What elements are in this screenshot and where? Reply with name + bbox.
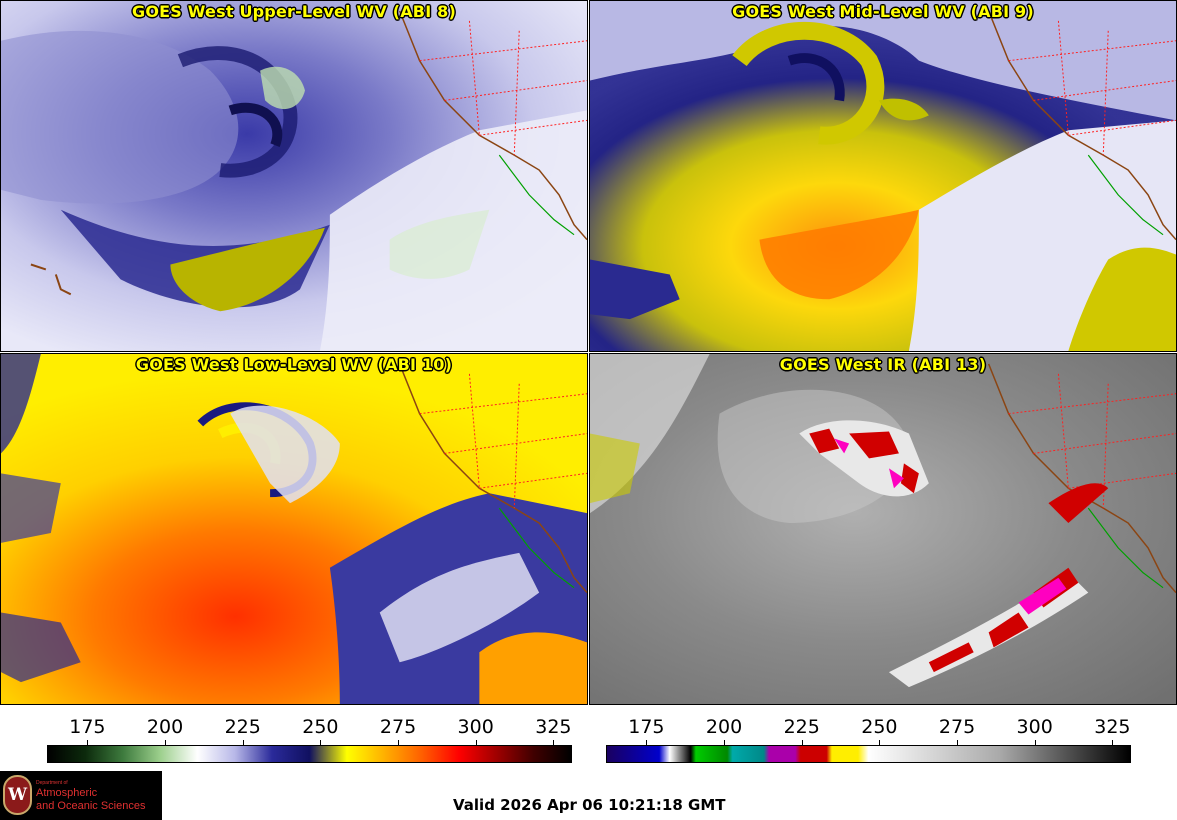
logo-line-2: and Oceanic Sciences — [36, 800, 146, 812]
colorbar-tick-mark — [165, 740, 167, 745]
colorbar-tick-mark — [1112, 740, 1114, 745]
colorbar-tick-mark — [320, 740, 322, 745]
colorbar-tick-mark — [475, 740, 477, 745]
university-seal-icon: W — [3, 775, 32, 815]
aos-logo: W Department of Atmospheric and Oceanic … — [0, 771, 162, 820]
colorbar-tick-mark — [398, 740, 400, 745]
ir-colorbar-gradient — [606, 745, 1131, 763]
colorbar-tick-label: 200 — [705, 716, 743, 738]
colorbar-tick-mark — [801, 740, 803, 745]
colorbar-tick-label: 175 — [628, 716, 665, 738]
panel-low-level-wv: GOES West Low-Level WV (ABI 10) — [0, 353, 588, 705]
colorbar-tick-label: 300 — [1016, 716, 1053, 738]
logo-department: Department of — [36, 780, 68, 786]
ir-colorbar: 175 200 225 250 275 300 325 — [606, 706, 1131, 768]
colorbar-tick-label: 275 — [379, 716, 417, 738]
colorbar-tick-label: 200 — [146, 716, 184, 738]
colorbar-tick-mark — [1034, 740, 1036, 745]
colorbar-tick-label: 300 — [457, 716, 494, 738]
colorbar-tick-label: 250 — [302, 716, 339, 738]
colorbar-tick-label: 225 — [783, 716, 820, 738]
colorbar-tick-label: 250 — [861, 716, 898, 738]
colorbar-tick-mark — [646, 740, 648, 745]
ir-image — [590, 354, 1176, 704]
panel-upper-level-wv: GOES West Upper-Level WV (ABI 8) — [0, 0, 588, 352]
colorbar-tick-mark — [87, 740, 89, 745]
valid-time: Valid 2026 Apr 06 10:21:18 GMT — [453, 796, 726, 814]
wv-colorbar-ticks: 175 200 225 250 275 300 325 — [47, 706, 572, 746]
colorbar-tick-label: 275 — [938, 716, 976, 738]
upper-level-wv-image — [1, 1, 587, 351]
panel-ir: GOES West IR (ABI 13) — [589, 353, 1177, 705]
ir-colorbar-ticks: 175 200 225 250 275 300 325 — [606, 706, 1131, 746]
colorbar-tick-label: 175 — [69, 716, 106, 738]
colorbar-tick-label: 225 — [224, 716, 261, 738]
colorbar-tick-mark — [242, 740, 244, 745]
colorbar-tick-mark — [553, 740, 555, 745]
colorbar-tick-mark — [879, 740, 881, 745]
wv-colorbar: 175 200 225 250 275 300 325 — [47, 706, 572, 768]
colorbar-tick-label: 325 — [535, 716, 572, 738]
low-level-wv-image — [1, 354, 587, 704]
panel-mid-level-wv: GOES West Mid-Level WV (ABI 9) — [589, 0, 1177, 352]
mid-level-wv-image — [590, 1, 1176, 351]
colorbar-tick-mark — [957, 740, 959, 745]
colorbar-tick-mark — [724, 740, 726, 745]
wv-colorbar-gradient — [47, 745, 572, 763]
colorbar-tick-label: 325 — [1094, 716, 1131, 738]
logo-line-1: Atmospheric — [36, 787, 98, 799]
